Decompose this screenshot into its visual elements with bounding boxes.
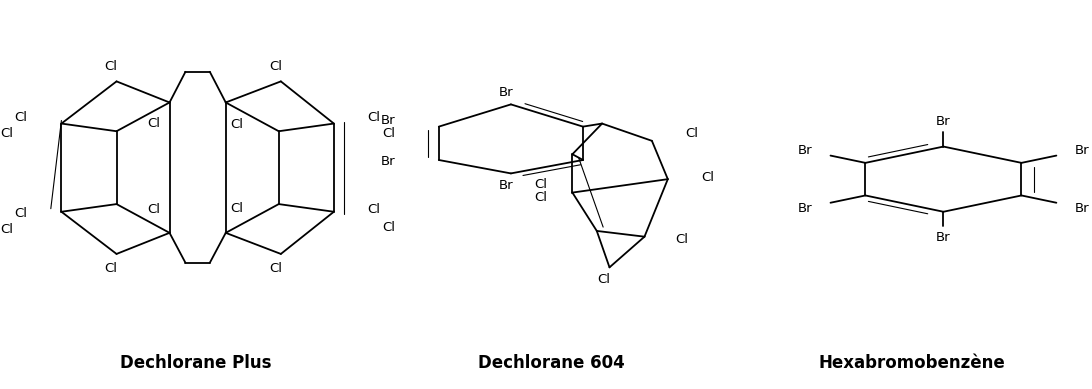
Text: Cl: Cl: [0, 127, 13, 140]
Text: Br: Br: [797, 202, 812, 215]
Text: Br: Br: [936, 231, 951, 244]
Text: Cl: Cl: [686, 127, 699, 140]
Text: Cl: Cl: [14, 111, 27, 124]
Text: Cl: Cl: [105, 262, 118, 275]
Text: Cl: Cl: [675, 233, 688, 246]
Text: Cl: Cl: [701, 171, 714, 184]
Text: Cl: Cl: [229, 202, 242, 215]
Text: Dechlorane Plus: Dechlorane Plus: [120, 354, 272, 372]
Text: Br: Br: [381, 114, 395, 127]
Text: Cl: Cl: [0, 223, 13, 235]
Text: Br: Br: [498, 86, 513, 99]
Text: Cl: Cl: [105, 60, 118, 73]
Text: Cl: Cl: [597, 273, 610, 286]
Text: Cl: Cl: [147, 203, 161, 216]
Text: Cl: Cl: [269, 262, 282, 275]
Text: Br: Br: [381, 156, 395, 168]
Text: Br: Br: [936, 115, 951, 128]
Text: Cl: Cl: [368, 203, 381, 216]
Text: Dechlorane 604: Dechlorane 604: [478, 354, 625, 372]
Text: Br: Br: [498, 179, 513, 192]
Text: Cl: Cl: [382, 127, 395, 140]
Text: Cl: Cl: [368, 111, 381, 124]
Text: Cl: Cl: [229, 118, 242, 131]
Text: Cl: Cl: [269, 60, 282, 73]
Text: Cl: Cl: [534, 191, 547, 204]
Text: Cl: Cl: [14, 207, 27, 220]
Text: Br: Br: [797, 144, 812, 157]
Text: Hexabromobenzène: Hexabromobenzène: [818, 354, 1005, 372]
Text: Br: Br: [1075, 202, 1090, 215]
Text: Cl: Cl: [534, 178, 547, 191]
Text: Br: Br: [1075, 144, 1090, 157]
Text: Cl: Cl: [382, 221, 395, 233]
Text: Cl: Cl: [147, 117, 161, 130]
